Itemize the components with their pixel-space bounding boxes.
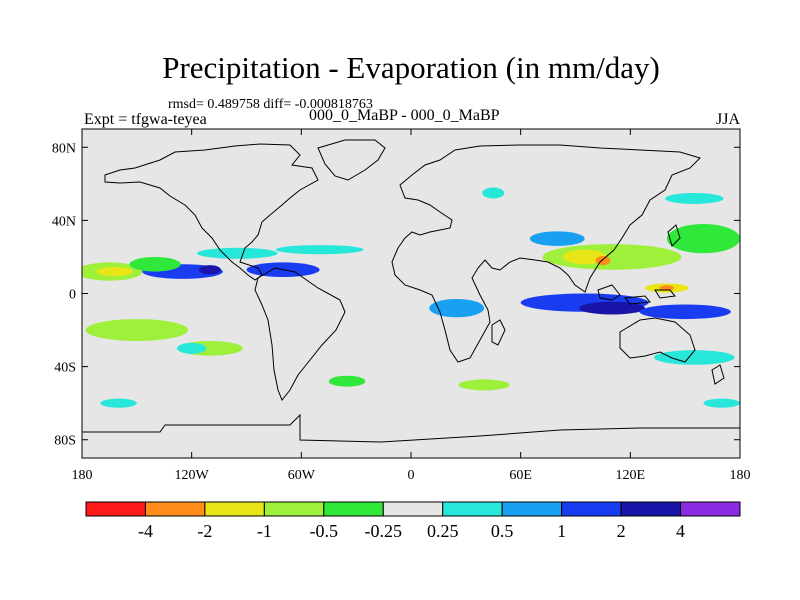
coastline-north-america bbox=[104, 143, 319, 281]
field-patch bbox=[579, 301, 645, 315]
field-patch bbox=[458, 379, 510, 391]
colorbar-label: 1 bbox=[557, 521, 566, 541]
coastline-australia bbox=[619, 317, 696, 363]
experiment-label: Expt = tfgwa-teyea bbox=[84, 111, 207, 128]
field-patch bbox=[198, 265, 221, 275]
field-patch bbox=[429, 298, 485, 318]
field-patch bbox=[639, 304, 731, 320]
coastline-madagascar bbox=[491, 319, 506, 346]
field-patch bbox=[275, 245, 364, 255]
colorbar-label: 4 bbox=[676, 521, 685, 541]
colorbar-swatch bbox=[85, 501, 146, 517]
coastline-antarctica bbox=[82, 413, 740, 443]
colorbar-label: 2 bbox=[617, 521, 626, 541]
case-label: 000_0_MaBP - 000_0_MaBP bbox=[309, 107, 500, 124]
colorbar: -4 -2 -1 -0.5 -0.25 0.25 0.5 1 2 4 bbox=[85, 501, 741, 541]
x-tick-label: 60W bbox=[288, 468, 316, 483]
coastline-new-zealand bbox=[711, 364, 725, 385]
field-patch bbox=[100, 398, 137, 408]
field-patch bbox=[654, 350, 735, 365]
coastline-japan bbox=[667, 224, 681, 247]
coastlines bbox=[82, 139, 740, 443]
y-tick-label: 40N bbox=[52, 214, 76, 229]
field-patch bbox=[197, 247, 278, 259]
x-tick-label: 120E bbox=[616, 468, 646, 483]
field-patch bbox=[659, 285, 675, 291]
y-tick-label: 0 bbox=[69, 288, 76, 303]
colorbar-swatch bbox=[204, 501, 265, 517]
field-patch bbox=[595, 256, 611, 266]
x-tick-label: 0 bbox=[408, 468, 415, 483]
field-patch bbox=[666, 224, 740, 254]
x-tick-label: 180 bbox=[730, 468, 751, 483]
map-background bbox=[82, 129, 740, 458]
season-label: JJA bbox=[716, 111, 741, 128]
colorbar-label: -0.25 bbox=[365, 521, 403, 541]
field-patch bbox=[96, 266, 134, 277]
precip-minus-evap-field bbox=[82, 187, 740, 408]
field-patch bbox=[177, 342, 207, 354]
x-tick-label: 180 bbox=[72, 468, 93, 483]
colorbar-swatch bbox=[442, 501, 503, 517]
field-patch bbox=[129, 256, 181, 272]
x-tick-label: 120W bbox=[175, 468, 210, 483]
field-patch bbox=[703, 398, 740, 408]
colorbar-swatch bbox=[323, 501, 384, 517]
plot-title: Precipitation - Evaporation (in mm/day) bbox=[162, 50, 660, 85]
colorbar-label: -0.5 bbox=[310, 521, 339, 541]
y-tick-label: 80S bbox=[54, 434, 76, 449]
field-patch bbox=[562, 249, 607, 265]
colorbar-label: -4 bbox=[138, 521, 153, 541]
colorbar-label: 0.5 bbox=[491, 521, 514, 541]
colorbar-swatch bbox=[501, 501, 563, 517]
field-patch bbox=[529, 231, 585, 246]
x-tick-label: 60E bbox=[509, 468, 532, 483]
field-patch bbox=[482, 187, 505, 199]
colorbar-swatch bbox=[620, 501, 682, 517]
coastline-south-america bbox=[254, 267, 346, 401]
field-patch bbox=[328, 375, 366, 387]
colorbar-label: -1 bbox=[257, 521, 272, 541]
y-tick-label: 80N bbox=[52, 141, 76, 156]
colorbar-swatch bbox=[561, 501, 622, 517]
colorbar-swatch bbox=[680, 501, 741, 517]
field-patch bbox=[665, 192, 724, 204]
colorbar-label: 0.25 bbox=[427, 521, 459, 541]
coastline-greenland bbox=[317, 139, 386, 181]
coastline-indonesia bbox=[597, 284, 676, 305]
colorbar-label: -2 bbox=[197, 521, 212, 541]
axis-ticks: 180 120W 60W 0 60E 120E 180 80N 40N 0 40S 80S bbox=[52, 129, 751, 483]
stats-line: rmsd= 0.489758 diff= -0.000818763 bbox=[168, 97, 373, 112]
coastline-eurasia-africa bbox=[391, 144, 701, 363]
y-tick-label: 40S bbox=[54, 361, 76, 376]
colorbar-swatch bbox=[382, 501, 444, 517]
colorbar-swatch bbox=[263, 501, 325, 517]
colorbar-swatch bbox=[144, 501, 206, 517]
field-patch bbox=[85, 319, 189, 342]
